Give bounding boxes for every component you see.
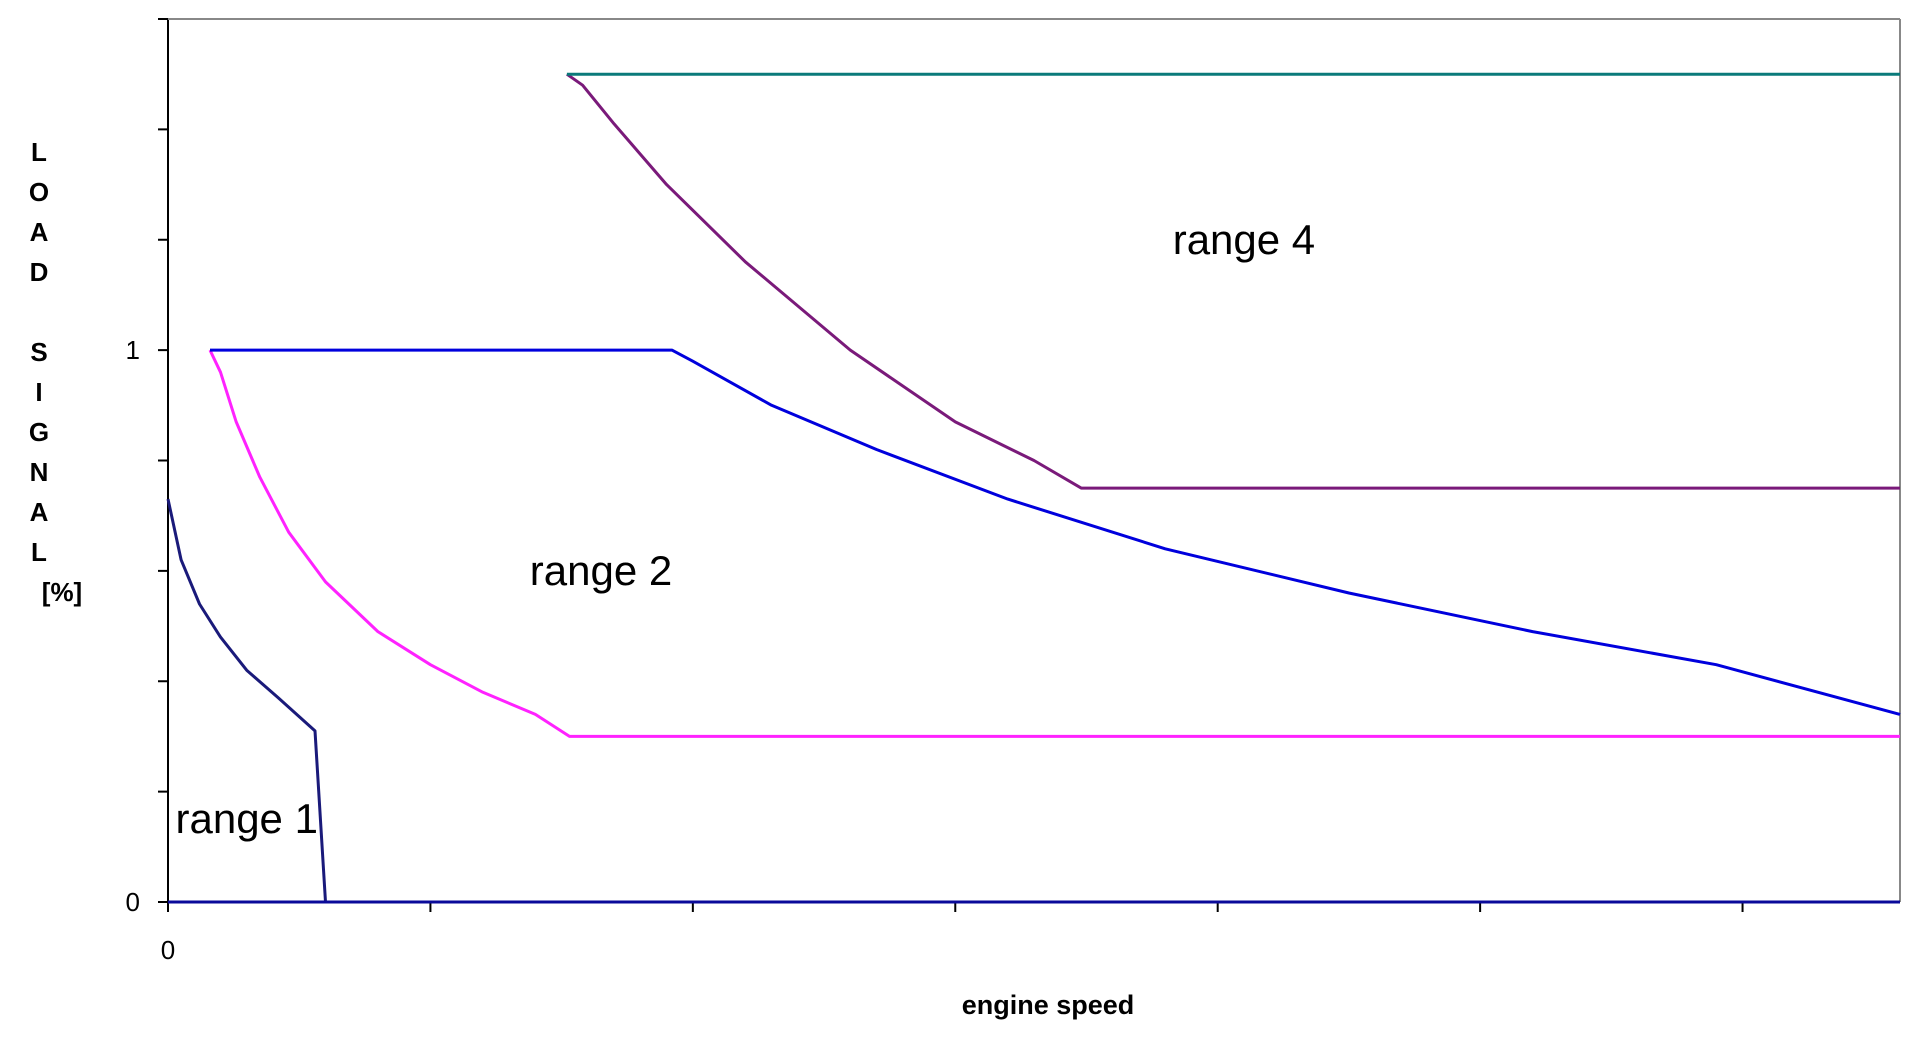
- x-tick-label: 0: [161, 935, 175, 965]
- chart-series: [166, 72, 1901, 904]
- range-label: range 4: [1173, 216, 1315, 263]
- y-label-char: O: [29, 177, 49, 207]
- range-label: range 1: [176, 795, 318, 842]
- range-label: range 2: [530, 547, 672, 594]
- x-axis-label: engine speed: [962, 990, 1135, 1020]
- y-label-char: D: [30, 257, 49, 287]
- series-line-5: [566, 72, 1900, 490]
- y-label-char: A: [30, 217, 49, 247]
- y-label-char: A: [30, 497, 49, 527]
- axis-ticks: [158, 18, 1744, 912]
- series-line-3: [208, 349, 1900, 738]
- y-tick-label: 1: [126, 335, 140, 365]
- y-label-char: S: [30, 337, 47, 367]
- y-tick-label: 0: [126, 887, 140, 917]
- y-label-char: N: [30, 457, 49, 487]
- y-label-char: [%]: [42, 577, 82, 607]
- range-annotations: range 1 range 2 range 4: [176, 216, 1316, 842]
- y-label-char: L: [31, 537, 47, 567]
- tick-labels: 0 1 0: [126, 335, 176, 965]
- series-line-4: [210, 348, 1901, 716]
- y-label-char: I: [35, 377, 42, 407]
- y-label-char: L: [31, 137, 47, 167]
- series-line-1: [166, 498, 327, 903]
- y-label-char: G: [29, 417, 49, 447]
